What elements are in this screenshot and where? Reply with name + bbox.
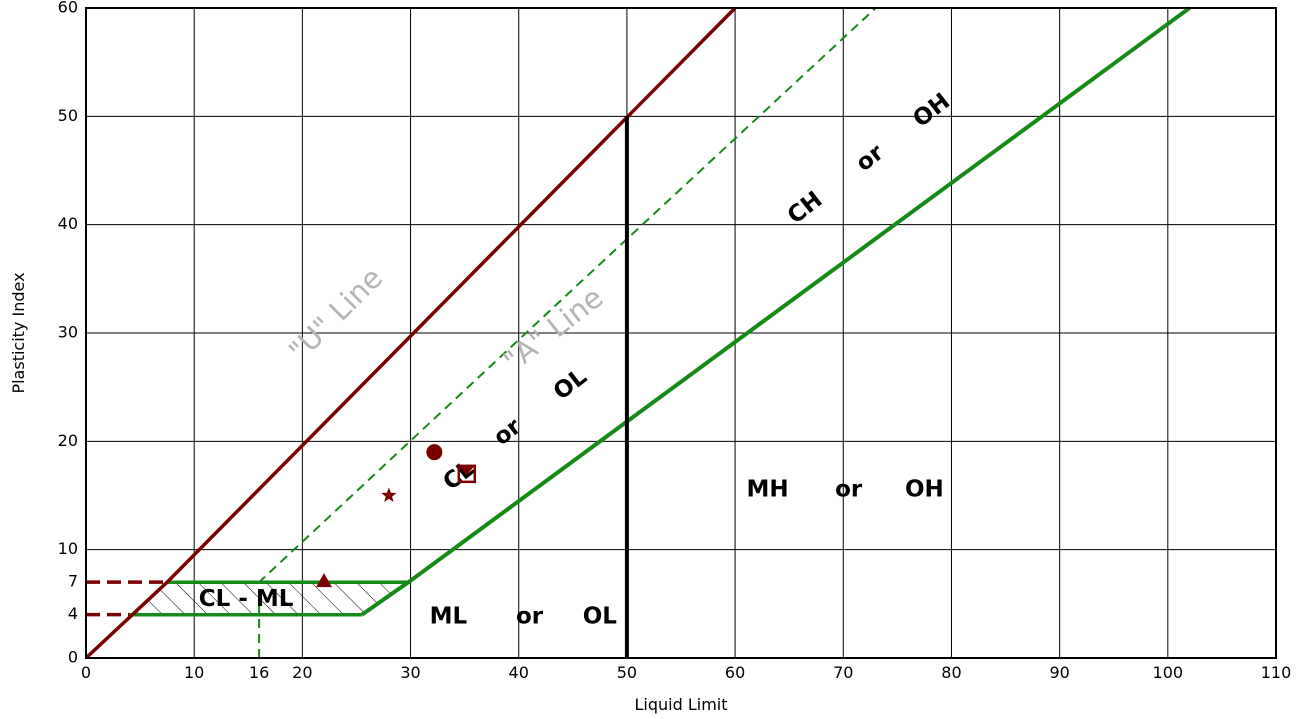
u-line [84,6,737,660]
x-tick-label: 40 [509,663,529,682]
x-tick-label: 50 [617,663,637,682]
marker-circle [426,444,443,461]
x-tick-label: 110 [1261,663,1292,682]
x-tick-label: 10 [184,663,204,682]
y-tick-label: 40 [58,214,78,233]
marker-triangle [316,573,332,588]
y-tick-label: 10 [58,539,78,558]
zone-label: or [516,603,544,629]
zone-label: CH [783,187,827,230]
zone-label: OH [905,477,944,503]
x-tick-label: 60 [725,663,745,682]
a-line [360,6,1191,617]
y-axis-title: Plasticity Index [9,272,28,393]
x-tick-label: 70 [833,663,853,682]
y-tick-label: 0 [68,648,78,667]
y-tick-label: 20 [58,431,78,450]
x-tick-label: 30 [400,663,420,682]
x-tick-label: 80 [941,663,961,682]
cl-ml-zone [129,580,409,617]
zone-label: MH [746,477,788,503]
tick-labels: 0 10 16 20 30 40 50 60 70 80 90 100 110 0 4 7 10 20 30 40 50… [58,0,1292,682]
y-tick-label: 7 [68,572,78,591]
zone-label: or [489,413,527,451]
marker-star [381,487,397,502]
x-axis-title: Liquid Limit [634,695,727,714]
dashed-line [258,7,877,658]
marker-box-triangle [459,466,474,475]
x-tick-label: 16 [249,663,269,682]
zone-label: OL [549,364,592,406]
a-line-label: "A" Line [497,280,609,378]
cl-ml-hatch [129,582,409,615]
grid [85,7,1277,659]
x-tick-label: 90 [1049,663,1069,682]
cl-ml-label: CL - ML [199,586,294,612]
zone-label: OH [908,88,955,132]
y-tick-label: 50 [58,106,78,125]
x-tick-label: 100 [1153,663,1184,682]
zone-label: or [835,477,863,503]
plot-frame [85,7,1277,659]
zone-label: OL [583,603,618,629]
y-tick-label: 4 [68,604,78,623]
zone-label: or [851,139,889,177]
zone-label: ML [430,603,468,629]
y-tick-label: 30 [58,323,78,342]
chart-lines [84,6,1191,660]
data-markers [316,444,477,588]
x-tick-label: 0 [81,663,91,682]
x-tick-label: 20 [292,663,312,682]
u-line-label: "U" Line [282,261,389,368]
y-tick-label: 60 [58,0,78,17]
marker-box [457,464,477,484]
